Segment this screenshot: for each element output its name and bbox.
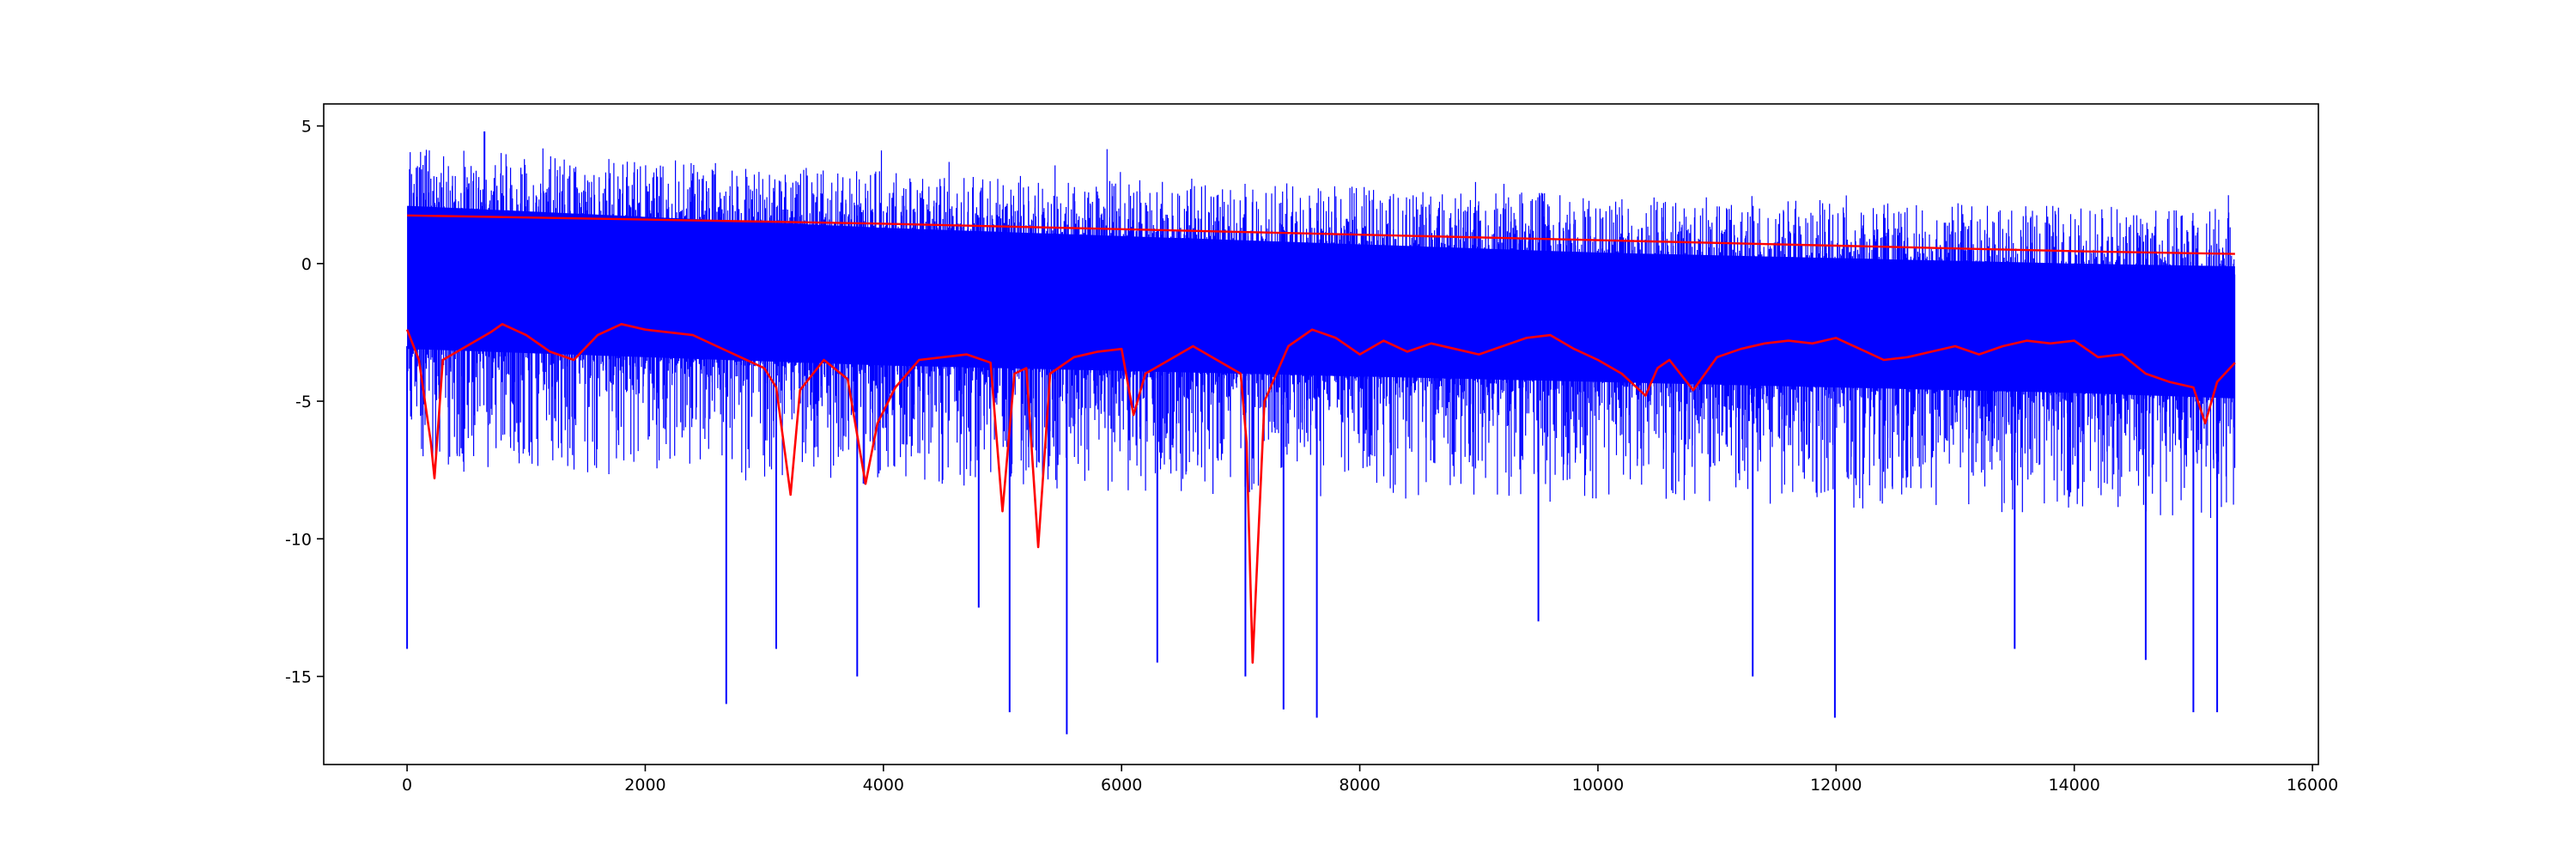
y-tick-label: -5 — [295, 393, 312, 411]
y-tick-label: -15 — [285, 667, 312, 686]
x-tick-label: 0 — [402, 776, 412, 795]
x-tick-label: 6000 — [1101, 776, 1142, 795]
red-noisy-line — [405, 322, 2236, 664]
x-tick-label: 8000 — [1339, 776, 1380, 795]
red-trend-series — [407, 214, 2235, 255]
plot-data-layer — [405, 131, 2236, 734]
red-trend-line — [407, 214, 2235, 255]
x-tick-label: 10000 — [1572, 776, 1624, 795]
y-tick-label: 5 — [301, 118, 312, 137]
blue-series-band — [407, 148, 2236, 518]
x-tick-label: 14000 — [2048, 776, 2099, 795]
y-tick-label: 0 — [301, 255, 312, 274]
x-tick-label: 4000 — [863, 776, 904, 795]
x-axis-ticks: 0 2000 4000 6000 8000 10000 12000 14000 16000 — [402, 765, 2338, 795]
red-noisy-series — [405, 322, 2236, 664]
x-tick-label: 16000 — [2287, 776, 2338, 795]
x-tick-label: 2000 — [624, 776, 665, 795]
axes-frame — [323, 103, 2319, 765]
y-tick-label: -10 — [285, 530, 312, 549]
blue-band-strokes — [407, 148, 2236, 518]
y-axis-ticks: 5 0 -5 -10 -15 — [285, 118, 324, 686]
x-tick-label: 12000 — [1810, 776, 1862, 795]
